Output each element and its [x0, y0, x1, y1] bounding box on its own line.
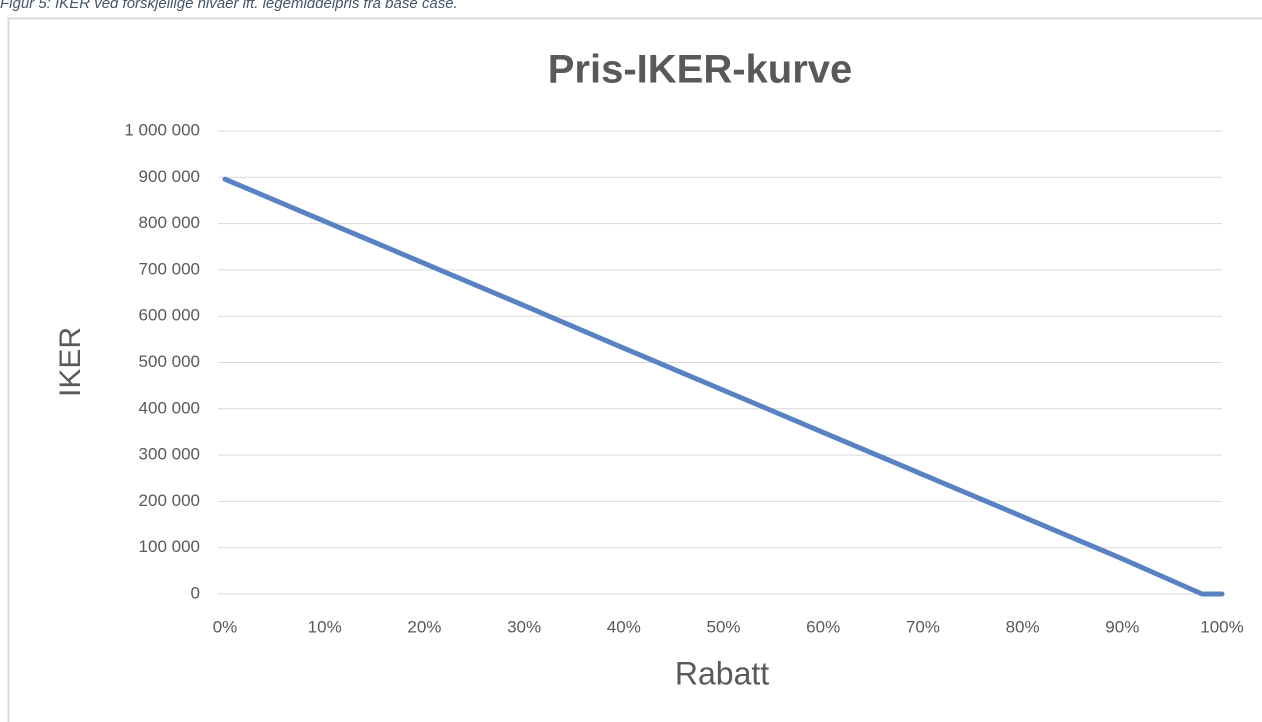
x-tick-label: 90%: [1105, 617, 1139, 636]
x-tick-label: 0%: [213, 617, 238, 636]
y-tick-label: 300 000: [139, 445, 200, 464]
x-tick-label: 80%: [1006, 617, 1040, 636]
y-tick-label: 900 000: [139, 167, 200, 186]
y-tick-label: 100 000: [139, 537, 200, 556]
chart-border: [7, 17, 1262, 722]
x-tick-label: 10%: [308, 617, 342, 636]
y-tick-label: 700 000: [139, 259, 200, 278]
y-tick-label: 0: [191, 583, 200, 602]
x-axis-label: Rabatt: [675, 655, 769, 691]
caption: Figur 5: IKER ved forskjellige nivåer if…: [0, 0, 458, 12]
x-tick-label: 100%: [1200, 617, 1243, 636]
y-tick-label: 200 000: [139, 491, 200, 510]
x-tick-label: 60%: [806, 617, 840, 636]
x-tick-label: 20%: [407, 617, 441, 636]
chart-title: Pris-IKER-kurve: [548, 48, 853, 92]
x-tick-label: 30%: [507, 617, 541, 636]
y-tick-label: 500 000: [139, 352, 200, 371]
y-tick-label: 600 000: [139, 306, 200, 325]
y-axis-label: IKER: [54, 327, 87, 397]
x-tick-label: 50%: [706, 617, 740, 636]
line: [222, 176, 1225, 597]
y-tick-label: 400 000: [139, 398, 200, 417]
x-tick-label: 70%: [906, 617, 940, 636]
x-tick-label: 40%: [607, 617, 641, 636]
y-tick-label: 1 000 000: [124, 120, 200, 139]
y-tick-label: 800 000: [139, 213, 200, 232]
